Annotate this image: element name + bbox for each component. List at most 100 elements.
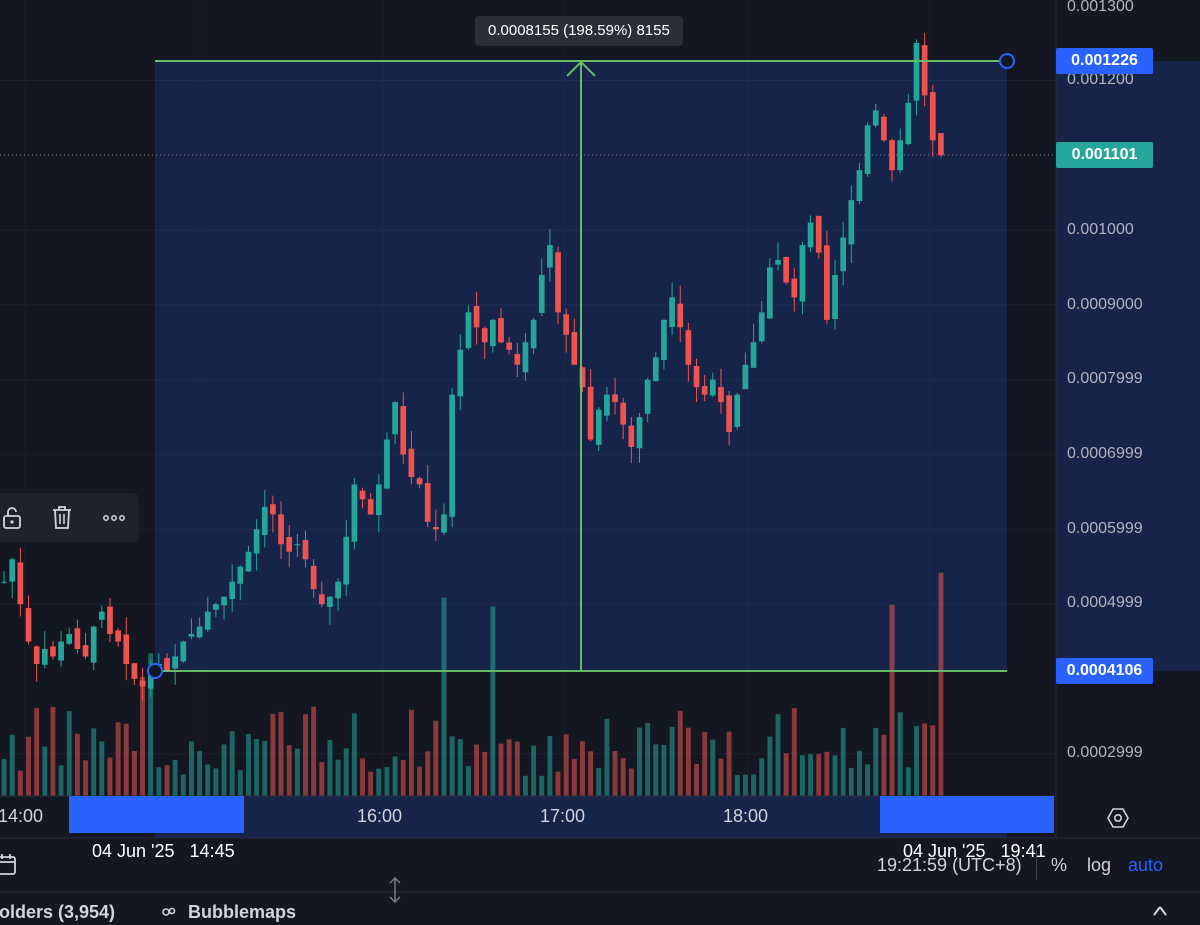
settings-icon[interactable]: [1106, 806, 1130, 830]
range-start-time: 14:45: [189, 841, 235, 861]
volume-bar: [897, 712, 903, 796]
volume-bar: [197, 751, 203, 796]
volume-bar: [26, 736, 31, 796]
trash-icon[interactable]: [48, 503, 76, 531]
candle-body: [604, 394, 610, 416]
volume-bar: [734, 775, 740, 796]
volume-bar: [83, 760, 88, 796]
candle-body: [693, 366, 700, 388]
candle-body: [701, 386, 708, 395]
volume-bar: [718, 758, 724, 796]
candle-body: [115, 630, 121, 642]
candle-body: [90, 626, 97, 663]
volume-bar: [547, 736, 553, 796]
range-high-price-label: 0.001226: [1056, 48, 1153, 74]
candle-body: [840, 237, 847, 272]
candle-body: [571, 332, 578, 365]
range-end-time: 19:41: [1000, 841, 1046, 861]
measure-tooltip: 0.0008155 (198.59%) 8155: [475, 16, 683, 46]
volume-bar: [710, 739, 716, 796]
volume-bar: [34, 708, 40, 796]
clock-timezone[interactable]: 19:21:59 (UTC+8): [877, 855, 1022, 875]
candle-body: [457, 349, 464, 397]
volume-bar: [408, 709, 414, 796]
candle-body: [506, 342, 513, 350]
x-tick-label: 18:00: [723, 806, 769, 826]
y-tick-label: 0.0006999: [1067, 445, 1143, 462]
calendar-icon[interactable]: [0, 852, 20, 878]
volume-bar: [808, 754, 814, 796]
volume-bar: [221, 744, 227, 796]
volume-bar: [580, 741, 585, 796]
candle-body: [237, 566, 244, 584]
y-tick-label: 0.001300: [1067, 0, 1134, 15]
candle-body: [669, 297, 675, 328]
bottom-bar-divider: [1036, 850, 1037, 880]
y-tick-label: 0.0005999: [1067, 520, 1143, 537]
candle-body: [33, 646, 40, 664]
candle-body: [742, 364, 749, 390]
volume-bar: [726, 731, 732, 796]
percent-scale-toggle[interactable]: %: [1051, 855, 1068, 875]
candle-body: [213, 604, 219, 610]
y-tick-label: 0.0002999: [1067, 744, 1143, 761]
measure-start-handle[interactable]: [147, 663, 163, 679]
volume-bar: [694, 764, 699, 796]
volume-bar: [873, 727, 879, 796]
candle-body: [783, 256, 789, 283]
more-horizontal-icon[interactable]: [100, 503, 128, 531]
volume-bar: [115, 722, 121, 796]
candle-body: [432, 526, 439, 530]
time-axis-range-highlight: [155, 796, 1007, 838]
candle-body: [929, 92, 936, 141]
candle-body: [921, 45, 928, 96]
volume-bar: [661, 744, 667, 796]
volume-bar: [319, 761, 325, 796]
lock-open-icon[interactable]: [0, 503, 26, 531]
range-start-date: 04 Jun '25: [92, 841, 175, 861]
volume-bar: [213, 768, 219, 796]
volume-bar: [490, 606, 496, 796]
candle-body: [905, 102, 912, 145]
resize-handle-icon[interactable]: [387, 876, 403, 904]
volume-bar: [588, 751, 594, 796]
volume-bar: [742, 774, 748, 796]
candle-body: [66, 634, 73, 644]
candle-body: [261, 506, 268, 535]
volume-bar: [653, 744, 659, 796]
tab-bubblemaps[interactable]: Bubblemaps: [188, 902, 297, 922]
volume-bar: [50, 707, 56, 796]
auto-scale-toggle[interactable]: auto: [1128, 855, 1164, 875]
candle-body: [253, 529, 260, 554]
y-tick-label: 0.0009000: [1067, 296, 1143, 313]
volume-bar: [343, 748, 349, 796]
volume-bar: [767, 736, 773, 796]
volume-bar: [246, 733, 251, 796]
volume-bar: [91, 728, 97, 796]
candle-body: [147, 671, 154, 689]
volume-bar: [555, 771, 561, 796]
tab-holders[interactable]: Holders (3,954): [0, 902, 116, 922]
candle-body: [481, 328, 488, 343]
candle-body: [164, 658, 170, 672]
volume-bar: [474, 744, 480, 796]
measure-end-handle[interactable]: [999, 53, 1015, 69]
volume-bar: [131, 750, 137, 796]
candle-body: [50, 646, 56, 657]
candle-body: [286, 536, 293, 552]
volume-bar: [180, 774, 186, 796]
current-price-label: 0.001101: [1056, 142, 1153, 168]
candle-body: [196, 626, 203, 638]
volume-bar: [857, 750, 862, 796]
log-scale-toggle[interactable]: log: [1087, 855, 1112, 875]
x-tick-label: 17:00: [540, 806, 586, 826]
volume-bar: [164, 765, 170, 796]
volume-bar: [400, 759, 406, 796]
candle-body: [74, 628, 81, 650]
volume-bar: [335, 759, 341, 796]
volume-bar: [645, 723, 651, 796]
candle-body: [302, 540, 309, 560]
candle-body: [750, 342, 757, 368]
volume-bar: [205, 764, 211, 796]
